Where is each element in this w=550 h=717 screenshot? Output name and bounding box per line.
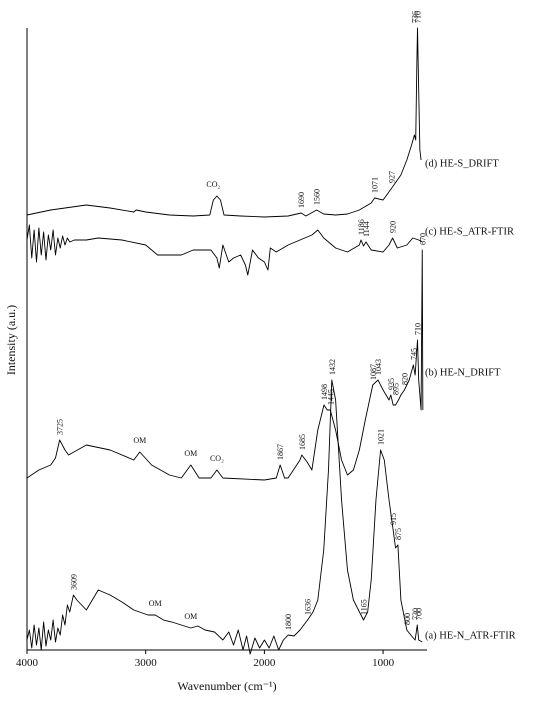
- peak-label: 3609: [69, 574, 78, 590]
- note-label: OM: [149, 599, 162, 608]
- peak-label: 1432: [328, 359, 337, 375]
- peak-label: 670: [418, 233, 427, 245]
- peak-label: 1690: [297, 192, 306, 208]
- peak-label: 1087: [369, 364, 378, 380]
- peak-label: 875: [394, 528, 403, 540]
- peak-label: 3725: [56, 419, 65, 435]
- peak-label: 710: [414, 11, 423, 23]
- peak-label: 700: [415, 608, 424, 620]
- note-label: OM: [184, 449, 197, 458]
- spectrum-line: [26, 224, 423, 276]
- note-label: OM: [133, 436, 146, 445]
- series-label: (d) HE-S_DRIFT: [425, 158, 499, 169]
- peak-label: 820: [400, 373, 409, 385]
- note-label: CO₂: [210, 454, 224, 463]
- x-tick-label: 3000: [135, 657, 158, 669]
- x-tick-label: 4000: [16, 657, 39, 669]
- peak-label: 1800: [284, 614, 293, 630]
- peak-label: 745: [409, 348, 418, 360]
- peak-label: 895: [392, 383, 401, 395]
- spectrum-line: [26, 27, 422, 218]
- peak-label: 927: [388, 171, 397, 183]
- peak-label: 730: [411, 608, 420, 620]
- peak-label: 1043: [374, 359, 383, 375]
- peak-label: 1445: [326, 389, 335, 405]
- peak-label: 1186: [357, 219, 366, 235]
- peak-label: 710: [414, 323, 423, 335]
- peak-label: 1144: [362, 221, 371, 237]
- peak-label: 935: [387, 378, 396, 390]
- peak-label: 1021: [377, 429, 386, 445]
- x-tick-label: 2000: [253, 657, 276, 669]
- peak-label: 1071: [371, 177, 380, 193]
- peak-label: 736: [410, 11, 419, 23]
- peak-label: 1560: [313, 189, 322, 205]
- peak-label: 1867: [276, 444, 285, 460]
- peak-label: 920: [389, 221, 398, 233]
- x-axis-label: Wavenumber (cm⁻¹): [177, 679, 276, 693]
- note-label: OM: [184, 612, 197, 621]
- peak-label: 800: [403, 613, 412, 625]
- peak-label: 1636: [304, 599, 313, 615]
- spectrum-line: [26, 379, 423, 655]
- y-axis-label: Intensity (a.u.): [4, 305, 18, 375]
- series-label: (b) HE-N_DRIFT: [425, 367, 501, 378]
- peak-label: 1685: [298, 434, 307, 450]
- peak-label: 915: [389, 513, 398, 525]
- note-label: CO₂: [206, 180, 220, 189]
- x-tick-label: 1000: [372, 657, 395, 669]
- spectrum-line: [26, 249, 424, 481]
- peak-label: 1498: [320, 384, 329, 400]
- series-label: (c) HE-S_ATR-FTIR: [425, 226, 514, 237]
- series-label: (a) HE-N_ATR-FTIR: [425, 630, 516, 641]
- peak-label: 1165: [359, 599, 368, 615]
